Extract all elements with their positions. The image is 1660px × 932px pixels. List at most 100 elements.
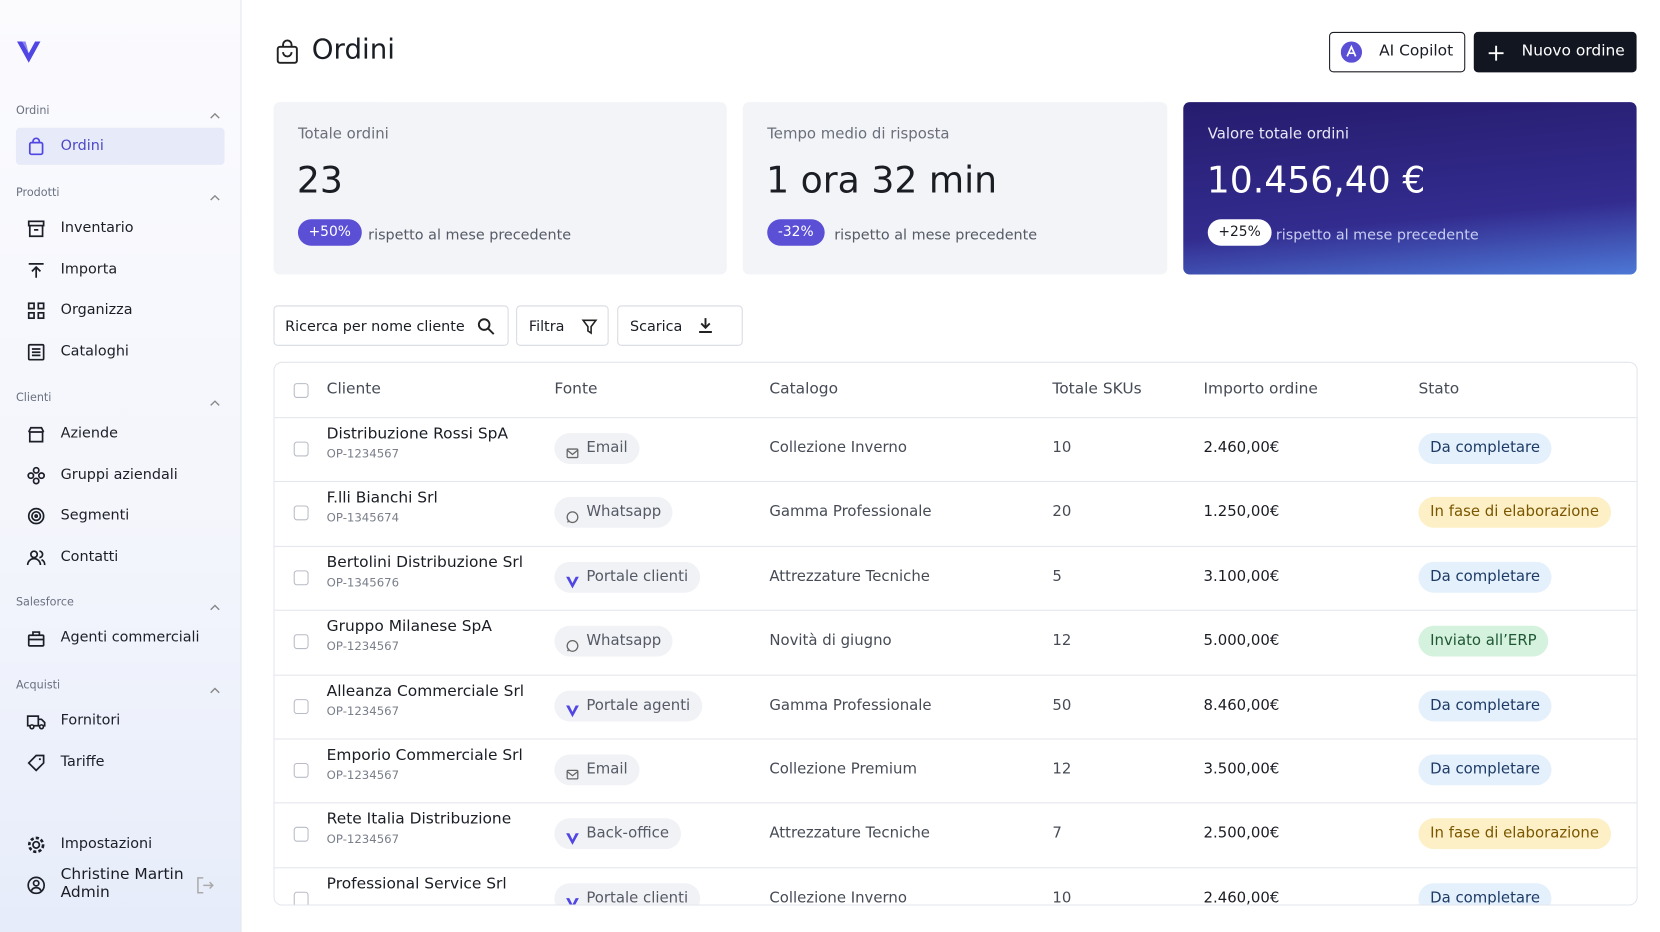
total-skus: 50 bbox=[1052, 696, 1072, 714]
status-pill: In fase di elaborazione bbox=[1418, 818, 1611, 850]
client-name: Rete Italia Distribuzione bbox=[326, 811, 512, 829]
user-name: Christine Martin bbox=[60, 866, 184, 884]
status-pill: Inviato all’ERP bbox=[1418, 625, 1549, 657]
nav-item[interactable]: Fornitori bbox=[60, 711, 121, 729]
new-order-button[interactable]: Nuovo ordine bbox=[1473, 31, 1637, 73]
total-skus: 10 bbox=[1052, 439, 1072, 457]
filter-button[interactable]: Filtra bbox=[516, 305, 609, 346]
nav-item[interactable]: Gruppi aziendali bbox=[60, 465, 178, 483]
row-divider bbox=[274, 738, 1637, 740]
client-name: F.lli Bianchi Srl bbox=[326, 489, 438, 507]
collapse-chevron bbox=[209, 680, 222, 694]
row-checkbox[interactable] bbox=[293, 505, 309, 521]
order-amount: 1.250,00€ bbox=[1203, 503, 1280, 521]
status-pill: Da completare bbox=[1418, 433, 1552, 464]
column-header: Importo ordine bbox=[1203, 380, 1318, 398]
source-label: Email bbox=[586, 760, 628, 778]
nav-item[interactable]: Ordini bbox=[60, 137, 104, 155]
source-pill: Email bbox=[554, 433, 640, 464]
filter-label: Filtra bbox=[528, 318, 565, 336]
stat-card: Tempo medio di risposta 1 ora 32 min -32% r… bbox=[742, 102, 1168, 275]
stat-value: 1 ora 32 min bbox=[766, 159, 998, 203]
nav-icon bbox=[27, 137, 46, 156]
nav-item[interactable]: Segmenti bbox=[60, 506, 130, 524]
nav-item[interactable]: Agenti commerciali bbox=[60, 628, 200, 646]
source-icon bbox=[565, 442, 580, 459]
status-pill: In fase di elaborazione bbox=[1418, 497, 1611, 529]
stat-note: rispetto al mese precedente bbox=[368, 226, 572, 244]
row-divider bbox=[274, 802, 1637, 804]
row-checkbox[interactable] bbox=[293, 762, 309, 778]
copilot-button[interactable]: AI Copilot bbox=[1329, 31, 1466, 73]
row-checkbox[interactable] bbox=[293, 827, 309, 843]
source-pill: Portale clienti bbox=[554, 882, 700, 905]
client-name: Professional Service Srl bbox=[326, 875, 507, 893]
catalog: Collezione Premium bbox=[769, 760, 918, 778]
active-item-bg bbox=[15, 127, 225, 165]
client-name: Gruppo Milanese SpA bbox=[326, 618, 492, 636]
row-checkbox[interactable] bbox=[293, 441, 309, 457]
row-checkbox[interactable] bbox=[293, 634, 309, 650]
section-label: Acquisti bbox=[15, 678, 61, 692]
catalog: Attrezzature Tecniche bbox=[769, 568, 930, 586]
row-divider bbox=[274, 609, 1637, 611]
catalog: Attrezzature Tecniche bbox=[769, 825, 930, 843]
status-pill: Da completare bbox=[1418, 561, 1552, 593]
row-checkbox[interactable] bbox=[293, 698, 309, 714]
nav-item[interactable]: Tariffe bbox=[60, 752, 105, 770]
stat-label: Tempo medio di risposta bbox=[767, 125, 950, 143]
settings-item[interactable]: Impostazioni bbox=[60, 835, 153, 853]
nav-icon bbox=[27, 753, 46, 772]
collapse-chevron bbox=[209, 393, 222, 406]
user-icon bbox=[27, 876, 46, 895]
order-code: OP-1234567 bbox=[326, 768, 400, 783]
row-divider bbox=[274, 867, 1637, 869]
status-pill: Da completare bbox=[1418, 690, 1552, 722]
nav-item[interactable]: Inventario bbox=[60, 219, 134, 237]
stat-value: 10.456,40 € bbox=[1206, 159, 1426, 203]
order-code: OP-1234567 bbox=[326, 832, 400, 847]
order-code: OP-1234567 bbox=[326, 704, 400, 718]
nav-item[interactable]: Contatti bbox=[60, 547, 119, 565]
logo bbox=[17, 41, 41, 63]
nav-item[interactable]: Organizza bbox=[60, 301, 133, 319]
status-pill: Da completare bbox=[1418, 882, 1552, 905]
row-checkbox[interactable] bbox=[293, 891, 309, 905]
source-pill: Portale agenti bbox=[554, 690, 702, 722]
row-divider bbox=[274, 417, 1637, 419]
search-box[interactable]: Ricerca per nome cliente bbox=[273, 305, 509, 346]
orders-icon bbox=[276, 39, 298, 64]
stat-note: rispetto al mese precedente bbox=[1275, 226, 1479, 244]
nav-item[interactable]: Cataloghi bbox=[60, 342, 129, 360]
collapse-chevron bbox=[209, 105, 222, 119]
sidebar: Ordini Ordini Prodotti Inventario Importa Org… bbox=[0, 0, 242, 932]
total-skus: 7 bbox=[1052, 825, 1062, 843]
status-pill: Da completare bbox=[1418, 754, 1552, 786]
client-name: Alleanza Commerciale Srl bbox=[326, 682, 525, 700]
section-label: Clienti bbox=[15, 391, 52, 405]
download-icon bbox=[699, 318, 712, 333]
order-code: OP-1234567 bbox=[326, 639, 400, 654]
source-label: Portale agenti bbox=[586, 696, 691, 714]
client-name: Distribuzione Rossi SpA bbox=[326, 425, 509, 443]
source-icon bbox=[565, 506, 580, 524]
nav-icon bbox=[27, 466, 46, 485]
total-skus: 10 bbox=[1052, 889, 1072, 906]
search-icon bbox=[477, 318, 495, 335]
row-divider bbox=[274, 674, 1637, 676]
download-label: Scarica bbox=[629, 318, 683, 336]
row-checkbox[interactable] bbox=[293, 383, 309, 398]
download-button[interactable]: Scarica bbox=[617, 305, 743, 346]
source-icon bbox=[565, 634, 580, 653]
nav-icon bbox=[27, 629, 46, 648]
row-checkbox[interactable] bbox=[293, 570, 309, 586]
nav-item[interactable]: Importa bbox=[60, 260, 118, 278]
order-amount: 8.460,00€ bbox=[1203, 696, 1280, 714]
column-header: Fonte bbox=[554, 380, 598, 398]
orders-table: Cliente Fonte Catalogo Totale SKUs Importo o… bbox=[273, 361, 1638, 906]
catalog: Gamma Professionale bbox=[769, 696, 932, 714]
catalog: Collezione Inverno bbox=[769, 889, 907, 906]
search-placeholder: Ricerca per nome cliente bbox=[285, 318, 465, 336]
page-title: Ordini bbox=[311, 34, 395, 66]
nav-item[interactable]: Aziende bbox=[60, 424, 118, 442]
